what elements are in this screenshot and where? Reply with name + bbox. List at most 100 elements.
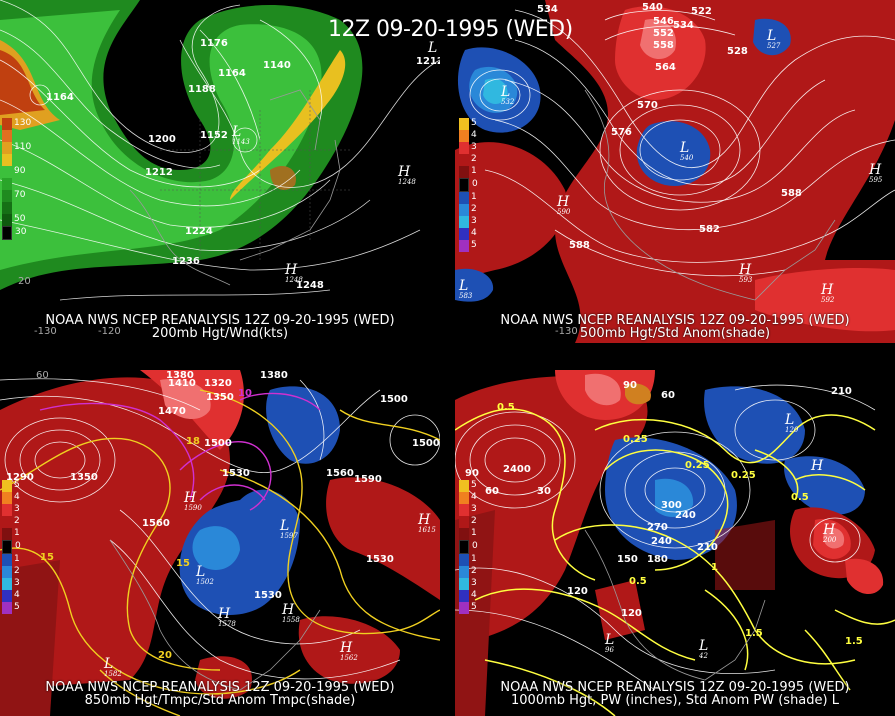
height-label: 1500 [380,394,408,405]
height-label: 60 [485,486,499,497]
wind-legend: 130 110 90 70 50 30 [2,118,31,240]
height-label: 1560 [142,518,170,529]
height-label: 1380 [166,370,194,381]
height-label: 522 [691,6,712,17]
temp-label: 18 [186,436,200,447]
low-center: L 1582 [104,656,122,678]
pw-label: 0.5 [791,492,809,503]
caption-1000mb: NOAA NWS NCEP REANALYSIS 12Z 09-20-1995 … [500,680,850,708]
height-label: 1470 [158,406,186,417]
anom-legend: 5 4 3 2 1 0 1 2 3 4 5 [459,118,478,252]
height-label: 2400 [503,464,531,475]
height-label: 1560 [326,468,354,479]
height-label: 1500 [204,438,232,449]
map-850mb [0,370,440,716]
lon-label: -130 [34,326,57,337]
height-label: 564 [655,62,676,73]
height-label: 582 [699,224,720,235]
low-center: L 1597 [280,518,298,540]
panel-500mb-anom: 5 4 3 2 1 0 1 2 3 4 5 540 546 552 558 53… [455,0,895,343]
height-label: 570 [637,100,658,111]
map-200mb [0,0,440,343]
caption-500mb: NOAA NWS NCEP REANALYSIS 12Z 09-20-1995 … [500,313,850,341]
height-label: 1212 [416,56,440,67]
panel-850mb-temp: 5 4 3 2 1 0 1 2 3 4 5 1380 1410 1320 138… [0,370,440,716]
high-center: H 595 [869,162,883,184]
height-label: 1152 [200,130,228,141]
low-center: L 583 [459,278,473,300]
height-label: 60 [661,390,675,401]
height-label: 180 [647,554,668,565]
height-label: 558 [653,40,674,51]
height-label: 1248 [296,280,324,291]
high-center: H 592 [821,282,835,304]
height-label: 90 [623,380,637,391]
lat-label: 20 [18,276,31,287]
panel-200mb-wind: 130 110 90 70 50 30 1176 1164 1140 1188 … [0,0,440,343]
height-label: 150 [617,554,638,565]
high-center: H 1562 [340,640,358,662]
low-center: L 120 [785,412,799,434]
height-label: 1530 [366,554,394,565]
height-label: 1224 [185,226,213,237]
temp-anom-legend: 5 4 3 2 1 0 1 2 3 4 5 [2,480,21,614]
map-500mb [455,0,895,343]
height-label: 240 [651,536,672,547]
height-label: 588 [569,240,590,251]
height-label: 1164 [46,92,74,103]
panel-1000mb-pw: 5 4 3 2 1 0 1 2 3 4 5 90 60 210 240 300 … [455,370,895,716]
pw-label: 0.25 [685,460,710,471]
high-center: H [811,458,824,474]
high-center: H 1590 [184,490,202,512]
height-label: 1164 [218,68,246,79]
height-label: 528 [727,46,748,57]
pw-label: 0.25 [731,470,756,481]
pw-label: 1.5 [745,628,763,639]
height-label: 1350 [70,472,98,483]
high-center: H 1578 [218,606,236,628]
height-label: 90 [465,468,479,479]
height-label: 1200 [148,134,176,145]
height-label: 120 [567,586,588,597]
low-center: L 1143 [232,124,250,146]
high-center: H 1615 [418,512,436,534]
high-center: H 1558 [282,602,300,624]
caption-850mb: NOAA NWS NCEP REANALYSIS 12Z 09-20-1995 … [45,680,395,708]
height-label: 1188 [188,84,216,95]
height-label: 540 [642,2,663,13]
height-label: 552 [653,28,674,39]
height-label: 1320 [204,378,232,389]
height-label: 1500 [412,438,440,449]
lon-label: 60 [36,370,49,381]
height-label: 588 [781,188,802,199]
pw-label: 1 [711,562,718,573]
lon-label: -120 [98,326,121,337]
height-label: 1350 [206,392,234,403]
height-label: 1290 [6,472,34,483]
height-label: 210 [831,386,852,397]
height-label: 300 [661,500,682,511]
height-label: 1530 [254,590,282,601]
high-center: H 1248 [285,262,303,284]
high-center: H 590 [557,194,571,216]
height-label: 120 [621,608,642,619]
high-center: H 1248 [398,164,416,186]
pw-anom-legend: 5 4 3 2 1 0 1 2 3 4 5 [459,480,478,614]
page-title: 12Z 09-20-1995 (WED) [328,17,573,42]
low-center: L 540 [680,140,694,162]
high-center: H 593 [739,262,753,284]
lon-label: -130 [555,326,578,337]
height-label: 240 [675,510,696,521]
pw-label: 1.5 [845,636,863,647]
height-label: 576 [611,127,632,138]
low-center: L 532 [501,84,515,106]
height-label: 1236 [172,256,200,267]
height-label: 1590 [354,474,382,485]
height-label: 534 [673,20,694,31]
height-label: 1212 [145,167,173,178]
height-label: 546 [653,16,674,27]
low-center: L 96 [605,632,615,654]
height-label: 1410 [168,378,196,389]
height-label: 1530 [222,468,250,479]
temp-label: 15 [176,558,190,569]
